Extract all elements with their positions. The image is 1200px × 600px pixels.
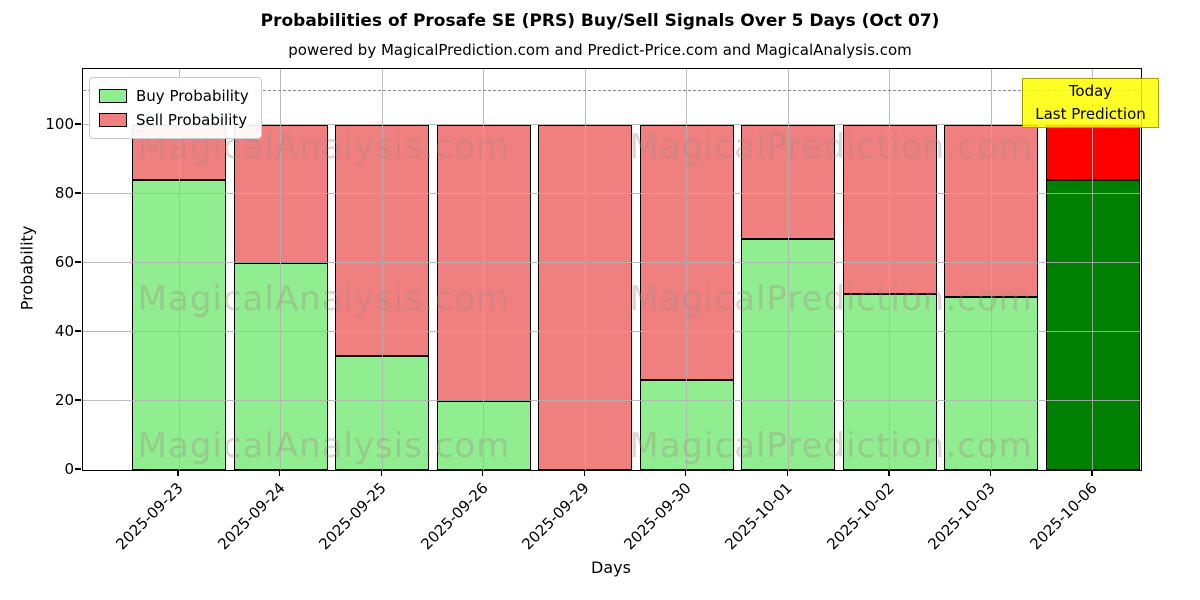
grid-layer [83,69,1141,470]
y-tick-label: 100 [45,114,74,133]
h-gridline [83,400,1141,402]
x-tick [583,470,585,476]
watermark-text: MagicalAnalysis.com [137,279,511,319]
legend-label-buy: Buy Probability [136,87,249,105]
y-tick [75,468,81,470]
sell-swatch-icon [99,113,127,127]
y-tick [75,330,81,332]
v-gridline [178,69,180,470]
y-tick-label: 60 [54,252,74,271]
x-tick [177,470,179,476]
h-gridline [83,193,1141,195]
y-tick-label: 0 [64,460,74,478]
v-gridline [584,69,586,470]
v-gridline [990,69,992,470]
watermark-text: MagicalAnalysis.com [137,426,511,466]
y-tick [75,399,81,401]
x-tick [380,470,382,476]
v-gridline [280,69,282,470]
legend: Buy Probability Sell Probability [89,77,262,139]
dashed-guide-line [83,90,1141,92]
y-tick [75,192,81,194]
x-tick-label: 2025-09-23 [112,479,187,554]
v-gridline [381,69,383,470]
h-gridline [83,331,1141,333]
y-tick [75,123,81,125]
watermark-text: MagicalPrediction.com [629,127,1033,167]
chart-title: Probabilities of Prosafe SE (PRS) Buy/Se… [260,11,940,31]
v-gridline [483,69,485,470]
today-annotation: Today Last Prediction [1022,78,1159,128]
buy-swatch-icon [99,89,127,103]
x-tick [1091,470,1093,476]
y-tick [75,261,81,263]
v-gridline [1092,69,1094,470]
h-gridline [83,124,1141,126]
legend-item-buy: Buy Probability [99,84,249,108]
v-gridline [787,69,789,470]
watermark-text: MagicalPrediction.com [629,279,1033,319]
x-tick [989,470,992,476]
y-tick-label: 40 [54,321,74,340]
watermark-text: MagicalPrediction.com [629,426,1033,466]
y-tick-label: 20 [54,390,74,409]
x-tick [278,470,281,476]
h-gridline [83,262,1141,264]
today-annotation-line2: Last Prediction [1035,105,1146,123]
v-gridline [686,69,688,470]
chart-subtitle: powered by MagicalPrediction.com and Pre… [288,41,912,59]
y-tick-label: 80 [54,183,74,202]
x-tick [888,470,890,476]
legend-label-sell: Sell Probability [136,111,248,129]
x-tick [786,470,789,476]
legend-item-sell: Sell Probability [99,108,249,132]
v-gridline [889,69,891,470]
x-tick [685,470,687,476]
x-tick [482,470,484,476]
today-annotation-line1: Today [1068,81,1113,100]
x-axis-label: Days [591,558,631,577]
plot-area: MagicalAnalysis.com MagicalPrediction.com… [82,68,1142,471]
